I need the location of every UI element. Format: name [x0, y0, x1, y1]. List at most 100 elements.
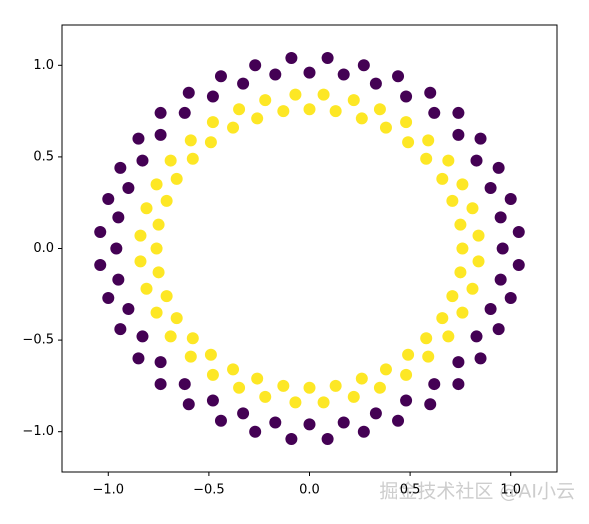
point	[184, 350, 197, 363]
point	[442, 330, 455, 343]
point	[329, 105, 342, 118]
point	[112, 273, 125, 286]
point	[452, 106, 465, 119]
x-tick-label: 0.0	[299, 483, 320, 498]
point	[466, 282, 479, 295]
point	[357, 425, 370, 438]
point	[289, 396, 302, 409]
point	[204, 136, 217, 149]
point	[456, 306, 469, 319]
point	[484, 182, 497, 195]
point	[269, 68, 282, 81]
point	[237, 77, 250, 90]
point	[392, 70, 405, 83]
point	[259, 94, 272, 107]
point	[470, 154, 483, 167]
point	[140, 202, 153, 215]
point	[186, 332, 199, 345]
point	[285, 51, 298, 64]
point	[170, 172, 183, 185]
point	[154, 378, 167, 391]
point	[164, 330, 177, 343]
point	[420, 152, 433, 165]
point	[355, 372, 368, 385]
point	[154, 356, 167, 369]
point	[424, 398, 437, 411]
point	[277, 105, 290, 118]
point	[227, 121, 240, 134]
point	[428, 106, 441, 119]
point	[454, 266, 467, 279]
point	[446, 290, 459, 303]
point	[422, 350, 435, 363]
point	[182, 86, 195, 99]
point	[400, 90, 413, 103]
point	[251, 112, 264, 125]
point	[400, 116, 413, 129]
point	[466, 202, 479, 215]
point	[329, 379, 342, 392]
point	[122, 302, 135, 315]
point	[492, 161, 505, 174]
point	[150, 242, 163, 255]
point	[452, 128, 465, 141]
point	[492, 323, 505, 336]
point	[504, 193, 517, 206]
point	[472, 255, 485, 268]
point	[184, 134, 197, 147]
y-tick-label: 0.0	[33, 241, 54, 256]
point	[422, 134, 435, 147]
point	[110, 242, 123, 255]
x-tick-label: −0.5	[193, 483, 225, 498]
point	[373, 103, 386, 116]
point	[512, 226, 525, 239]
point	[379, 363, 392, 376]
point	[249, 59, 262, 72]
point	[400, 394, 413, 407]
point	[347, 390, 360, 403]
point	[355, 112, 368, 125]
point	[442, 154, 455, 167]
point	[170, 312, 183, 325]
point	[150, 178, 163, 191]
point	[369, 407, 382, 420]
point	[402, 136, 415, 149]
x-tick-label: 1.0	[500, 483, 521, 498]
point	[321, 51, 334, 64]
point	[321, 433, 334, 446]
point	[317, 88, 330, 101]
point	[152, 218, 165, 231]
point	[424, 86, 437, 99]
point	[206, 394, 219, 407]
point	[369, 77, 382, 90]
point	[122, 182, 135, 195]
point	[114, 323, 127, 336]
point	[186, 152, 199, 165]
point	[379, 121, 392, 134]
point	[152, 266, 165, 279]
y-tick-label: −1.0	[22, 424, 54, 439]
point	[182, 398, 195, 411]
point	[154, 106, 167, 119]
point	[496, 242, 509, 255]
point	[251, 372, 264, 385]
point	[154, 128, 167, 141]
point	[452, 378, 465, 391]
point	[472, 229, 485, 242]
point	[136, 330, 149, 343]
point	[140, 282, 153, 295]
point	[347, 94, 360, 107]
point	[420, 332, 433, 345]
x-tick-label: 0.5	[400, 483, 421, 498]
point	[337, 68, 350, 81]
y-tick-label: 0.5	[33, 149, 54, 164]
point	[456, 178, 469, 191]
point	[436, 312, 449, 325]
point	[512, 258, 525, 271]
point	[392, 414, 405, 427]
point	[134, 255, 147, 268]
point	[504, 291, 517, 304]
point	[94, 258, 107, 271]
point	[206, 90, 219, 103]
